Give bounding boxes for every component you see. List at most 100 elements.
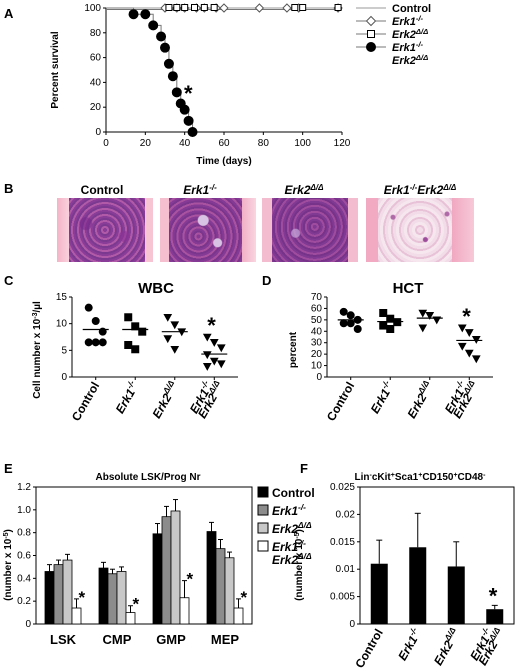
wbc-data-point <box>91 317 100 325</box>
survival-x-tick-label: 20 <box>140 138 152 149</box>
legend-marker-erk1 <box>365 15 377 27</box>
progenitor-legend-swatch <box>257 486 269 498</box>
wbc-data-point <box>216 344 226 353</box>
hct-y-tick-label: 40 <box>311 326 323 337</box>
wbc-data-point <box>98 338 107 347</box>
survival-y-tick-label: 100 <box>84 3 101 14</box>
progenitor-legend-label: Erk2Δ/Δ <box>272 520 312 536</box>
series-point-double-knockout <box>179 104 190 115</box>
hsc-y-tick-label: 0.005 <box>330 592 355 603</box>
hct-y-tick-label: 0 <box>316 372 322 383</box>
survival-y-tick-label: 60 <box>90 53 102 64</box>
legend-marker-erk2 <box>367 30 375 38</box>
series-point-erk2 <box>165 4 173 11</box>
series-point-erk2 <box>173 4 181 11</box>
survival-y-tick-label: 20 <box>90 102 102 113</box>
series-point-erk1 <box>254 3 265 13</box>
progenitor-legend-label: Erk1-/- <box>272 538 306 554</box>
hsc-bar <box>409 547 427 624</box>
progenitor-significance-star: * <box>187 570 194 589</box>
wbc-data-point <box>209 339 219 347</box>
histology-label-control: Control <box>81 183 124 197</box>
panel-letter-d: D <box>262 273 271 288</box>
progenitor-legend-swatch <box>257 504 269 516</box>
wbc-significance-star: * <box>207 313 216 338</box>
progenitor-category-label: LSK <box>50 632 77 647</box>
series-point-erk2 <box>299 4 307 11</box>
wbc-data-point <box>84 303 93 312</box>
hsc-significance-star: * <box>489 583 498 608</box>
survival-x-tick-label: 60 <box>218 138 230 149</box>
hct-category-label: Erk1-/- <box>366 378 397 416</box>
series-point-double-knockout <box>171 87 182 98</box>
series-point-double-knockout <box>140 9 151 20</box>
hct-data-point <box>418 324 428 333</box>
wbc-data-point <box>202 351 212 360</box>
wbc-y-tick-label: 10 <box>56 319 68 330</box>
progenitor-bar <box>98 567 109 625</box>
progenitor-bar-chart: 0 0.2 0.4 0.6 0.8 1.0 1.2 * LSK * CMP * GMP * MEP <box>17 482 253 647</box>
progenitor-y-tick-label: 0.4 <box>17 573 31 584</box>
histology-image-erk1 <box>160 198 256 262</box>
series-point-double-knockout <box>148 20 159 31</box>
progenitor-y-tick-label: 1.2 <box>17 482 31 493</box>
progenitor-significance-star: * <box>133 595 140 614</box>
progenitor-category-label: CMP <box>103 632 132 647</box>
progenitor-legend-label-line2: Erk2Δ/Δ <box>272 551 312 567</box>
wbc-data-point <box>163 313 173 322</box>
wbc-data-point <box>170 321 180 330</box>
progenitor-y-axis-label: (number x 10-5) <box>3 529 15 601</box>
wbc-data-point <box>138 327 147 336</box>
hct-data-point <box>457 324 467 333</box>
series-point-double-knockout <box>156 31 167 42</box>
histology-label-erk2: Erk2Δ/Δ <box>285 183 325 198</box>
legend-marker-double-knockout <box>366 42 376 52</box>
wbc-data-point <box>131 322 140 331</box>
hct-data-point <box>464 349 474 358</box>
wbc-data-point <box>131 345 140 354</box>
progenitor-bar <box>170 510 181 625</box>
panel-letter-b: B <box>4 181 13 196</box>
series-point-erk1 <box>219 3 229 13</box>
survival-y-tick-label: 80 <box>90 28 102 39</box>
survival-y-tick-label: 40 <box>90 77 102 88</box>
hct-data-point <box>457 342 467 351</box>
hct-data-point <box>353 325 362 333</box>
histology-label-erk1: Erk1-/- <box>183 183 217 198</box>
series-point-double-knockout <box>167 71 178 82</box>
progenitor-bar <box>224 557 235 625</box>
wbc-category-label: Erk1-/- <box>111 378 142 416</box>
series-point-erk1 <box>282 3 292 13</box>
series-point-erk2 <box>200 4 208 11</box>
progenitor-bar <box>62 559 73 625</box>
histology-image-double <box>366 198 474 262</box>
series-point-erk2 <box>191 4 198 11</box>
hct-data-point <box>339 307 348 316</box>
hct-data-point <box>379 309 388 317</box>
wbc-data-point <box>209 357 219 366</box>
legend-label-erk1: Erk1-/- <box>392 14 424 29</box>
progenitor-bar <box>179 597 190 625</box>
wbc-category-label: Control <box>69 380 102 424</box>
wbc-y-tick-label: 0 <box>61 372 67 383</box>
series-point-erk2 <box>334 4 342 11</box>
survival-x-tick-label: 100 <box>294 138 311 149</box>
progenitor-y-tick-label: 0 <box>25 619 31 630</box>
hct-y-axis-label: percent <box>288 331 299 368</box>
hsc-title: Lin-cKit+Sca1+CD150+CD48- <box>355 472 487 484</box>
hct-y-tick-label: 60 <box>311 303 323 314</box>
wbc-title: WBC <box>138 280 174 297</box>
hsc-y-tick-label: 0 <box>349 619 355 630</box>
hsc-y-tick-label: 0.02 <box>336 509 356 520</box>
series-point-double-knockout <box>187 127 198 137</box>
panel-letter-e: E <box>4 461 13 476</box>
progenitor-category-label: MEP <box>211 632 240 647</box>
series-point-double-knockout <box>183 115 194 126</box>
wbc-y-tick-label: 5 <box>61 345 67 356</box>
hct-y-tick-label: 70 <box>311 292 323 303</box>
progenitor-bar <box>233 607 244 625</box>
wbc-data-point <box>84 338 93 347</box>
